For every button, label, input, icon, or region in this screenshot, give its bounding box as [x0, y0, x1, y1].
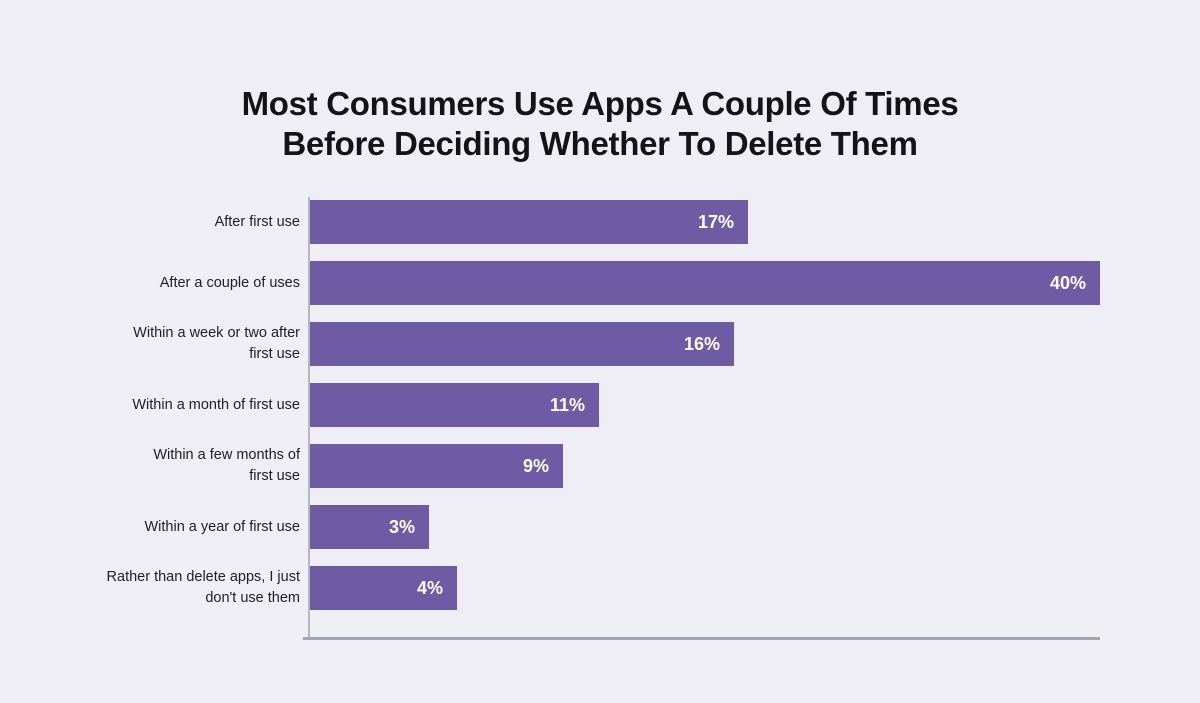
chart-row: Within a week or two after first use 16% [75, 322, 1100, 366]
y-axis-line [308, 197, 310, 638]
bar-track: 40% [310, 261, 1100, 305]
bar: 17% [310, 200, 748, 244]
category-label: Within a week or two after first use [133, 325, 300, 362]
value-label: 17% [697, 211, 734, 232]
category-label: Rather than delete apps, I just don't us… [106, 569, 300, 606]
bar-track: 16% [310, 322, 1100, 366]
chart-row: Within a few months of first use 9% [75, 444, 1100, 488]
category-label: Within a few months of first use [153, 447, 300, 484]
chart-row: Within a year of first use 3% [75, 505, 1100, 549]
value-label: 4% [416, 577, 443, 598]
category-label: Within a month of first use [132, 396, 300, 413]
bar-track: 9% [310, 444, 1100, 488]
bar: 40% [310, 261, 1100, 305]
bar-track: 17% [310, 200, 1100, 244]
category-label: After first use [214, 213, 300, 230]
bar: 16% [310, 322, 734, 366]
value-label: 40% [1049, 272, 1086, 293]
value-label: 9% [522, 455, 549, 476]
value-label: 11% [549, 394, 585, 415]
bar-track: 4% [310, 566, 1100, 610]
bar-chart: After first use 17% After a couple of us… [75, 197, 1100, 640]
chart-row: Within a month of first use 11% [75, 383, 1100, 427]
chart-row: After first use 17% [75, 200, 1100, 244]
value-label: 3% [388, 516, 415, 537]
x-axis-line [303, 637, 1100, 640]
chart-title: Most Consumers Use Apps A Couple Of Time… [241, 85, 959, 163]
bar: 9% [310, 444, 563, 488]
bar: 3% [310, 505, 429, 549]
category-label: After a couple of uses [159, 274, 300, 291]
chart-row: Rather than delete apps, I just don't us… [75, 566, 1100, 610]
bar: 4% [310, 566, 457, 610]
bar-track: 11% [310, 383, 1100, 427]
bar-track: 3% [310, 505, 1100, 549]
category-label: Within a year of first use [144, 518, 300, 535]
chart-row: After a couple of uses 40% [75, 261, 1100, 305]
chart-rows: After first use 17% After a couple of us… [75, 200, 1100, 610]
bar: 11% [310, 383, 599, 427]
value-label: 16% [683, 333, 720, 354]
